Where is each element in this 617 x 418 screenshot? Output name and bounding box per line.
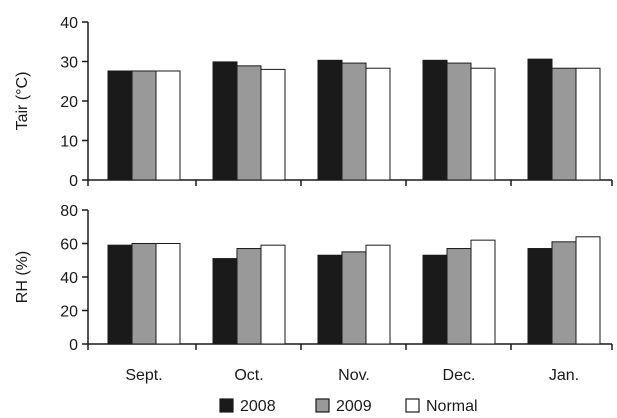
bar-2008-dec (422, 59, 448, 181)
y-tick-label: 40 (60, 270, 78, 287)
bar-normal-oct (260, 68, 286, 181)
legend-label-normal: Normal (426, 398, 478, 415)
bar-normal-dec (470, 239, 496, 345)
y-tick-label: 20 (60, 304, 78, 321)
bar-normal-sept (155, 243, 181, 345)
legend-label-2008: 2008 (240, 398, 276, 415)
y-tick-label: 10 (60, 134, 78, 151)
bar-2009-dec (446, 62, 472, 181)
bar-normal-sept (155, 70, 181, 181)
y-axis-label: RH (%) (14, 251, 31, 303)
bar-2009-oct (236, 248, 262, 345)
bar-2008-oct (212, 258, 238, 345)
bar-2009-jan (551, 241, 577, 345)
bar-2008-sept (107, 244, 133, 345)
bar-2009-sept (131, 243, 157, 345)
x-category-label: Jan. (549, 367, 579, 384)
y-tick-label: 80 (60, 203, 78, 220)
bar-2009-jan (551, 67, 577, 181)
y-tick-label: 40 (60, 15, 78, 32)
bar-2009-nov (341, 62, 367, 181)
x-category-label: Oct. (234, 367, 263, 384)
bar-2009-dec (446, 248, 472, 345)
bar-2008-dec (422, 254, 448, 345)
bar-2008-nov (317, 254, 343, 345)
x-category-label: Sept. (125, 367, 162, 384)
bar-normal-nov (365, 244, 391, 345)
bar-2008-sept (107, 70, 133, 181)
bar-2009-oct (236, 65, 262, 181)
chart-panel-2: 0 20 40 60 80 RH (%) Sept. Oct. Nov. Dec. Jan. (14, 203, 613, 384)
bar-2008-oct (212, 61, 238, 181)
y-tick-label: 20 (60, 94, 78, 111)
legend-swatch-2008 (219, 398, 234, 413)
bar-normal-dec (470, 67, 496, 181)
x-category-label: Dec. (443, 367, 476, 384)
legend-swatch-2009 (315, 398, 330, 413)
y-tick-label: 30 (60, 55, 78, 72)
bar-normal-jan (575, 67, 601, 181)
bar-normal-jan (575, 236, 601, 345)
legend-label-2009: 2009 (336, 398, 372, 415)
bar-2009-nov (341, 251, 367, 345)
bar-normal-oct (260, 244, 286, 345)
y-tick-label: 0 (69, 173, 78, 190)
x-category-label: Nov. (338, 367, 370, 384)
y-tick-label: 0 (69, 337, 78, 354)
bar-2008-jan (527, 248, 553, 345)
chart-panel-1: 0 10 20 30 40 Tair (°C) (14, 15, 613, 190)
legend-swatch-normal (405, 398, 420, 413)
bar-2008-jan (527, 58, 553, 181)
y-axis-label: Tair (°C) (14, 72, 31, 131)
bar-normal-nov (365, 67, 391, 181)
bar-2009-sept (131, 70, 157, 181)
y-tick-label: 60 (60, 237, 78, 254)
bar-2008-nov (317, 59, 343, 181)
legend: 2008 2009 Normal (219, 398, 478, 415)
